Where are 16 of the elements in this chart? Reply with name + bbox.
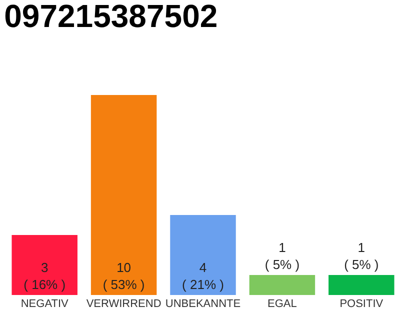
data-label: 1 ( 5% ) xyxy=(344,240,379,272)
chart-title: 097215387502 xyxy=(4,0,218,34)
data-label: 4 ( 21% ) xyxy=(182,260,224,292)
data-label: 1 ( 5% ) xyxy=(264,240,300,272)
x-tick-label: VERWIRREND xyxy=(86,298,162,310)
data-label: 10 ( 53% ) xyxy=(102,260,145,292)
x-tick-label: NEGATIV xyxy=(20,298,69,310)
bar xyxy=(90,95,157,295)
bar xyxy=(12,235,78,295)
x-tick-label: UNBEKANNTE xyxy=(165,298,241,310)
bar xyxy=(170,215,236,295)
data-label: 3 ( 16% ) xyxy=(24,260,66,292)
bar xyxy=(328,275,394,295)
x-tick-label: EGAL xyxy=(268,298,297,310)
x-tick-label: POSITIV xyxy=(340,298,384,310)
bar xyxy=(249,275,316,295)
